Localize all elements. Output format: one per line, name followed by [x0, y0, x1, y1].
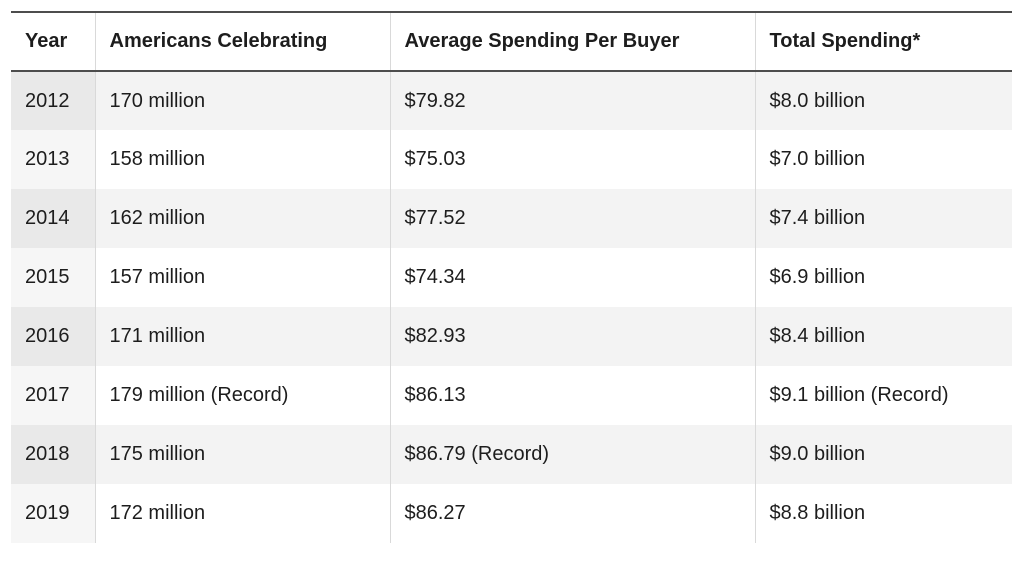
table-row-2015: 2015 157 million $74.34 $6.9 billion: [11, 248, 1012, 307]
table-row-2017: 2017 179 million (Record) $86.13 $9.1 bi…: [11, 366, 1012, 425]
avg-spending-cell: $75.03: [390, 130, 756, 189]
year-cell: 2013: [11, 130, 96, 189]
column-header-americans-celebrating: Americans Celebrating: [95, 11, 391, 72]
celebrating-cell: 179 million (Record): [95, 366, 391, 425]
avg-spending-cell: $79.82: [390, 71, 756, 130]
table-header: Year Americans Celebrating Average Spend…: [11, 11, 1012, 72]
celebrating-cell: 157 million: [95, 248, 391, 307]
total-spending-cell: $8.0 billion: [769, 89, 866, 112]
total-spending-cell: $7.0 billion: [769, 148, 866, 170]
total-spending-cell: $9.0 billion: [769, 443, 866, 465]
avg-spending-cell: $86.27: [390, 484, 756, 543]
total-spending-cell: $7.4 billion: [769, 207, 866, 229]
table-row-2016: 2016 171 million $82.93 $8.4 billion: [11, 307, 1012, 366]
celebrating-cell: 162 million: [95, 189, 391, 248]
year-cell: 2014: [11, 189, 96, 248]
table-row-2012: 2012 170 million $79.82 $8.0 billion: [11, 71, 1012, 130]
total-spending-cell: $8.8 billion: [769, 502, 866, 524]
year-cell: 2017: [11, 366, 96, 425]
total-spending-cell: $6.9 billion: [769, 266, 866, 288]
celebrating-cell: 172 million: [95, 484, 391, 543]
column-header-total-spending: Total Spending*: [755, 11, 1012, 72]
year-cell: 2012: [11, 71, 96, 130]
spending-table: Year Americans Celebrating Average Spend…: [11, 11, 1012, 543]
celebrating-cell: 171 million: [95, 307, 391, 366]
avg-spending-cell: $86.79 (Record): [390, 425, 756, 484]
year-cell: 2018: [11, 425, 96, 484]
table-row-2019: 2019 172 million $86.27 $8.8 billion: [11, 484, 1012, 543]
table-header-row: Year Americans Celebrating Average Spend…: [11, 11, 1012, 72]
spending-table-container: Year Americans Celebrating Average Spend…: [11, 11, 1012, 543]
celebrating-cell: 170 million: [95, 71, 391, 130]
total-spending-cell: $8.4 billion: [769, 325, 866, 347]
total-spending-cell: $9.1 billion (Record): [769, 384, 949, 406]
year-cell: 2015: [11, 248, 96, 307]
table-row-2013: 2013 158 million $75.03 $7.0 billion: [11, 130, 1012, 189]
column-header-year: Year: [11, 11, 96, 72]
avg-spending-cell: $82.93: [390, 307, 756, 366]
avg-spending-cell: $74.34: [390, 248, 756, 307]
celebrating-cell: 158 million: [95, 130, 391, 189]
avg-spending-cell: $77.52: [390, 189, 756, 248]
year-cell: 2019: [11, 484, 96, 543]
year-cell: 2016: [11, 307, 96, 366]
celebrating-cell: 175 million: [95, 425, 391, 484]
avg-spending-cell: $86.13: [390, 366, 756, 425]
table-body: 2012 170 million $79.82 $8.0 billion 201…: [11, 71, 1012, 543]
column-header-average-spending: Average Spending Per Buyer: [390, 11, 756, 72]
table-row-2018: 2018 175 million $86.79 (Record) $9.0 bi…: [11, 425, 1012, 484]
table-row-2014: 2014 162 million $77.52 $7.4 billion: [11, 189, 1012, 248]
